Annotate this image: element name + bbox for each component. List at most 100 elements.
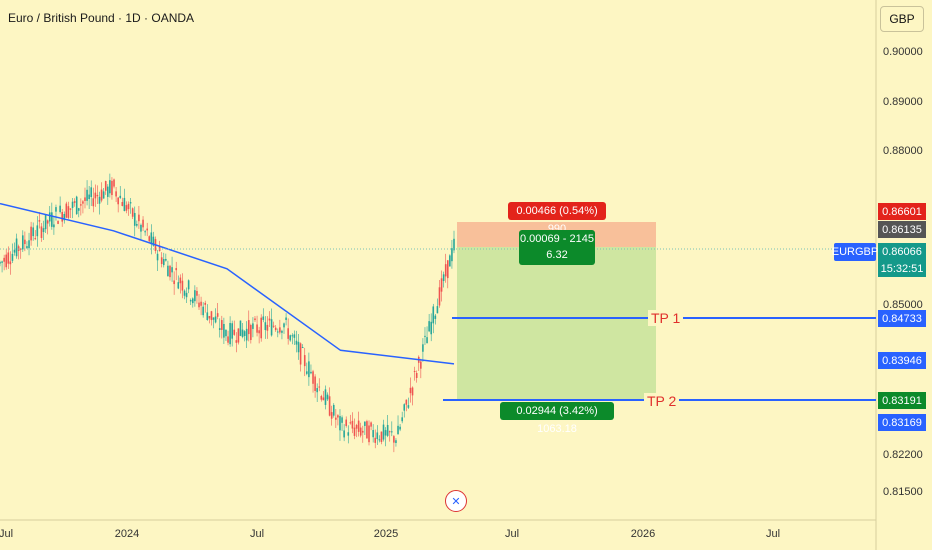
candle-body [386, 424, 389, 436]
candle-body [326, 394, 329, 400]
currency-selector[interactable]: GBP [880, 6, 924, 32]
candle-body [7, 252, 10, 264]
candle-body [347, 432, 350, 436]
candle-body [262, 316, 265, 320]
candle-body [272, 325, 275, 327]
candle-body [420, 361, 422, 369]
candle-body [393, 436, 395, 443]
candle-body [210, 311, 213, 321]
candle-body [77, 208, 80, 211]
candle-body [53, 224, 55, 228]
candle-body [349, 422, 352, 424]
time-tick: 2026 [630, 528, 656, 540]
candle-body [314, 376, 316, 391]
candle-body [173, 280, 175, 285]
reward-zone[interactable] [457, 247, 656, 399]
candle-body [34, 238, 37, 240]
candle-body [119, 195, 122, 198]
time-tick: Jul [249, 528, 265, 540]
candle-body [436, 306, 439, 314]
candle-body [63, 214, 66, 221]
candle-body [32, 227, 34, 237]
candle-body [42, 228, 45, 233]
candle-body [239, 320, 242, 336]
candle-body [310, 371, 312, 374]
chart-title: Euro / British Pound · 1D · OANDA [8, 11, 195, 25]
candle-body [113, 179, 115, 187]
candle-body [80, 204, 82, 206]
candle-body [109, 180, 111, 194]
candle-body [295, 340, 298, 345]
symbol-tag: EURGBP [832, 243, 878, 261]
candle-body [266, 324, 269, 331]
current-pnl-line2: 6.32 [546, 249, 568, 261]
candle-body [432, 306, 435, 324]
candle-body [165, 258, 167, 261]
candle-body [129, 202, 132, 204]
candle-body [67, 206, 70, 218]
candle-body [3, 257, 5, 262]
candle-body [318, 386, 321, 388]
candle-body [123, 197, 126, 212]
candle-body [403, 404, 406, 411]
candle-body [361, 430, 364, 433]
candle-body [225, 329, 227, 337]
candle-body [22, 235, 24, 250]
candle-body [171, 267, 173, 273]
candle-body [194, 290, 196, 302]
candle-body [111, 180, 113, 196]
candle-body [200, 301, 202, 306]
candle-body [343, 430, 345, 438]
candle-body [13, 249, 16, 253]
candle-body [413, 370, 416, 373]
candle-body [235, 340, 238, 343]
candle-body [339, 416, 341, 431]
candle-body [9, 261, 12, 265]
candle-body [281, 330, 283, 333]
candle-body [156, 253, 159, 261]
candle-body [69, 208, 72, 210]
candle-body [5, 254, 8, 268]
candle-body [140, 224, 142, 232]
candle-body [291, 335, 294, 337]
candle-body [351, 420, 354, 429]
candle-body [179, 277, 182, 284]
candle-body [181, 280, 184, 291]
candle-body [191, 298, 194, 304]
candle-body [388, 431, 391, 433]
candle-body [15, 238, 18, 257]
candle-body [86, 189, 88, 201]
candle-body [84, 197, 86, 201]
candle-body [237, 328, 240, 343]
candle-body [337, 415, 339, 418]
candle-body [446, 260, 449, 279]
time-tick: Jul [765, 528, 781, 540]
candle-body [55, 207, 57, 212]
candle-body [88, 194, 90, 200]
candle-body [40, 226, 43, 238]
candle-body [208, 315, 211, 319]
candle-body [185, 292, 188, 298]
candle-body [183, 290, 186, 296]
candle-body [65, 203, 68, 218]
time-tick: 2024 [114, 528, 140, 540]
candle-body [150, 232, 153, 245]
candle-body [177, 282, 180, 289]
candle-body [221, 320, 223, 330]
candle-body [51, 212, 53, 227]
candle-body [382, 424, 385, 440]
stop-price-tag: 0.86601 [878, 203, 926, 220]
tp1-price-tag: 0.84733 [878, 310, 926, 327]
candle-body [117, 197, 119, 205]
candle-body [138, 214, 140, 222]
ma-price-tag: 0.83946 [878, 352, 926, 369]
candle-body [250, 324, 252, 340]
candle-body [94, 192, 97, 199]
candle-body [26, 246, 28, 249]
price-tick: 0.85000 [883, 299, 923, 311]
candle-body [92, 198, 95, 207]
uk-flag-icon[interactable]: ✕ [445, 490, 467, 512]
candle-body [245, 328, 248, 341]
